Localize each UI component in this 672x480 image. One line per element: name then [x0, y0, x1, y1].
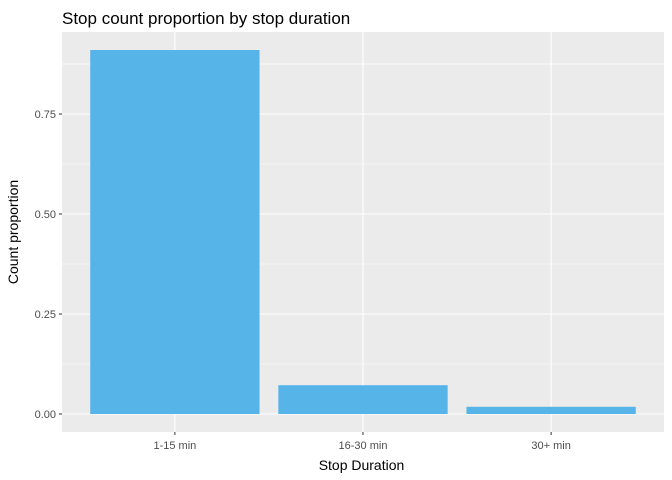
- bar: [466, 406, 636, 414]
- bar: [90, 50, 260, 414]
- y-axis: 0.00 0.25 0.50 0.75: [35, 109, 62, 421]
- x-axis-title: Stop Duration: [319, 457, 405, 473]
- bar: [278, 385, 448, 414]
- x-tick-label: 1-15 min: [153, 440, 196, 452]
- x-axis: 1-15 min 16-30 min 30+ min: [153, 432, 571, 452]
- y-tick-label: 0.75: [35, 109, 56, 121]
- y-tick-label: 0.00: [35, 409, 56, 421]
- chart-title: Stop count proportion by stop duration: [62, 9, 350, 28]
- y-tick-label: 0.50: [35, 209, 56, 221]
- y-axis-title: Count proportion: [5, 180, 21, 284]
- x-tick-label: 16-30 min: [339, 440, 388, 452]
- x-tick-label: 30+ min: [531, 440, 570, 452]
- bars: [90, 50, 636, 414]
- y-tick-label: 0.25: [35, 309, 56, 321]
